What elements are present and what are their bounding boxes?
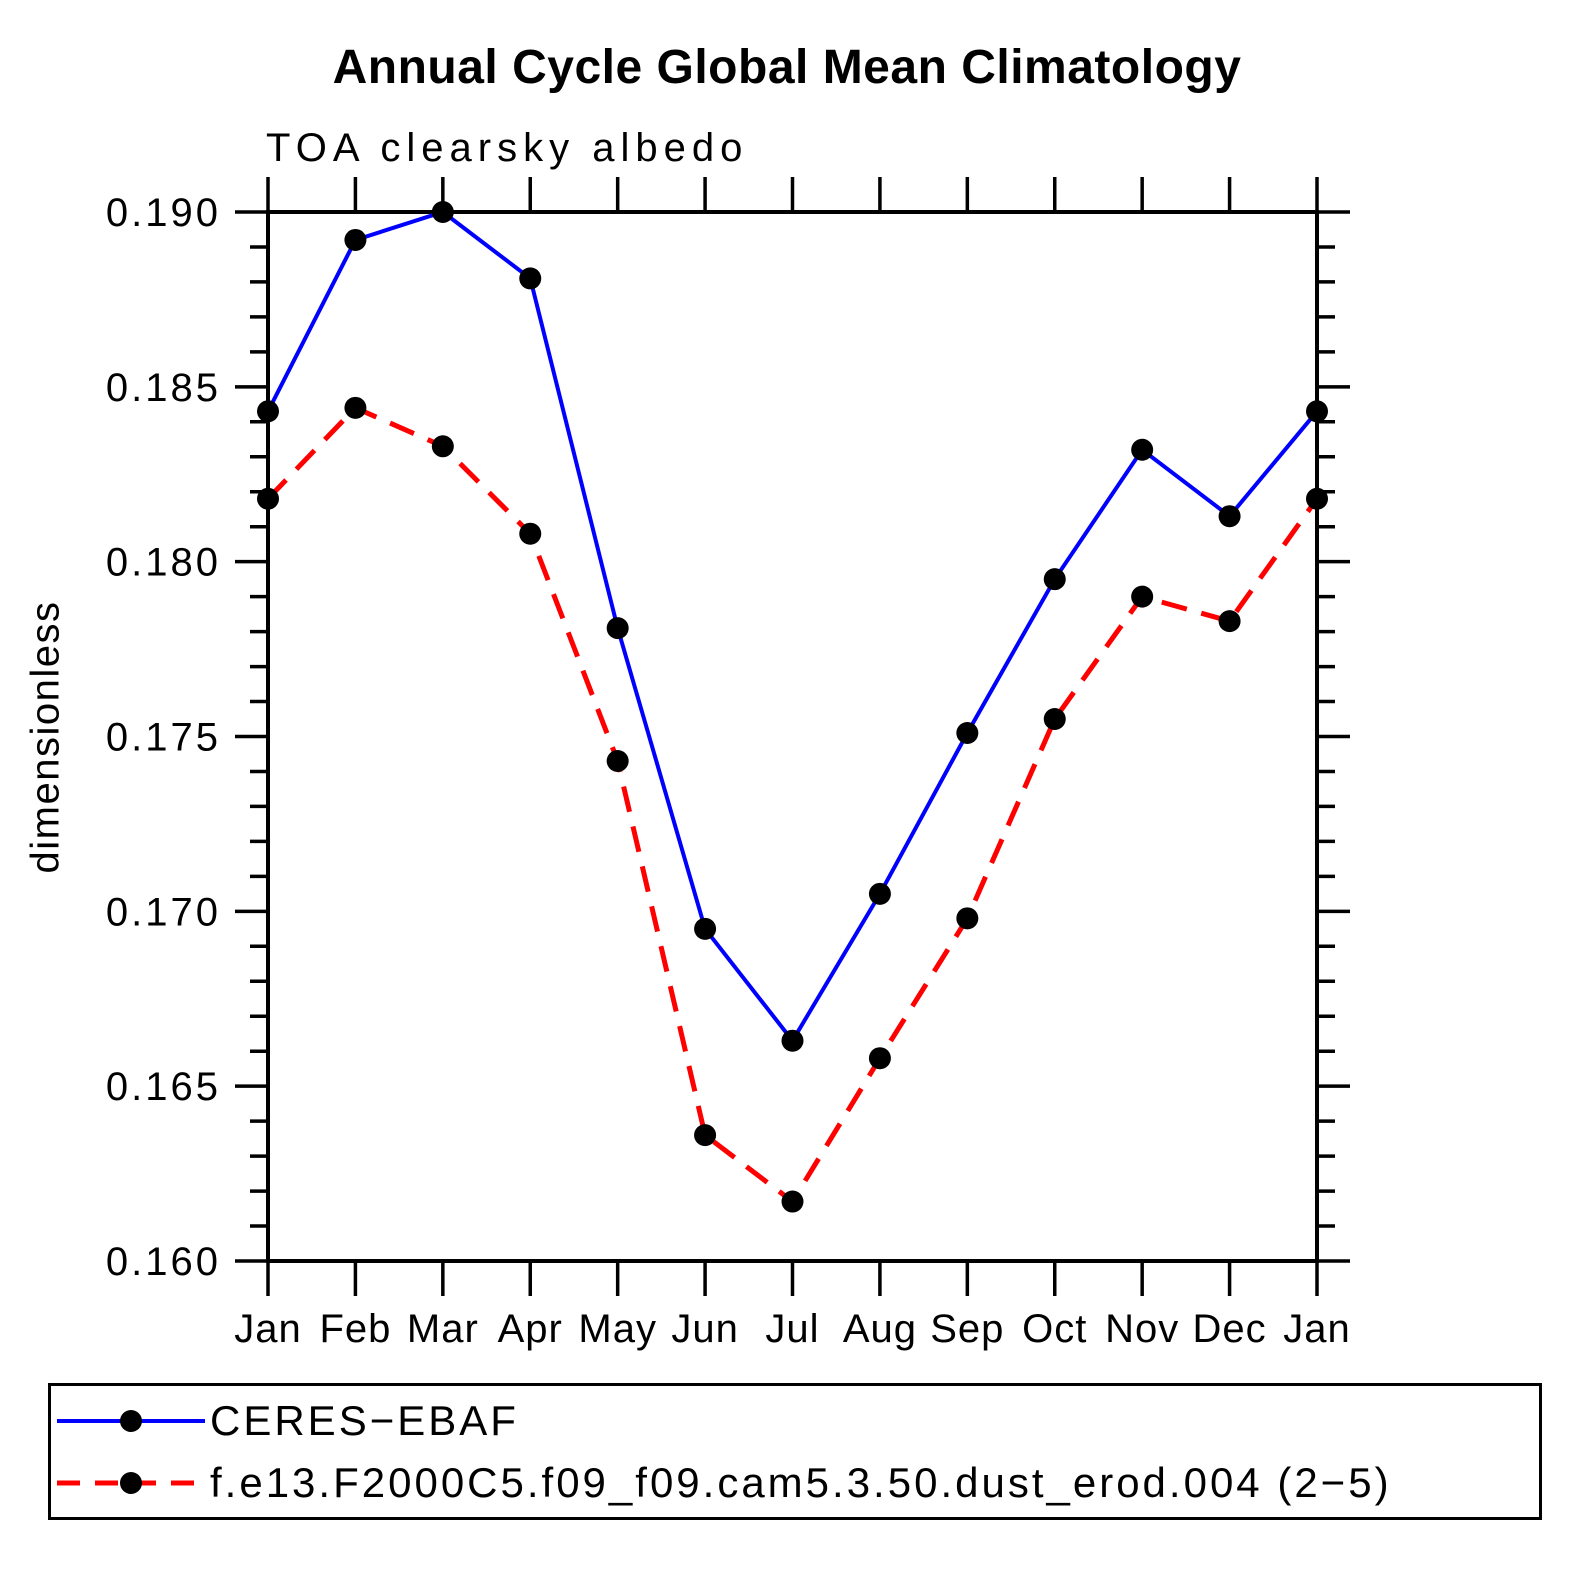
data-point-marker bbox=[1306, 400, 1328, 423]
x-axis-tick-label: Oct bbox=[1022, 1307, 1087, 1351]
legend-item-model: f.e13.F2000C5.f09_f09.cam5.3.50.dust_ero… bbox=[51, 1452, 1539, 1514]
data-point-marker bbox=[519, 522, 542, 545]
data-point-marker bbox=[1218, 610, 1241, 633]
y-axis-tick-label: 0.190 bbox=[106, 191, 221, 235]
x-axis-tick-label: Jul bbox=[765, 1307, 819, 1351]
series-line-1 bbox=[266, 404, 1320, 1206]
x-axis-tick-label: May bbox=[578, 1307, 657, 1351]
y-axis-tick-label: 0.185 bbox=[106, 366, 221, 410]
data-point-marker bbox=[1131, 585, 1154, 608]
legend-sample-dashed-line bbox=[57, 1471, 205, 1494]
x-axis-tick-label: Jun bbox=[671, 1307, 739, 1351]
legend-item-observation: CERES−EBAF bbox=[51, 1390, 1539, 1452]
data-point-marker bbox=[1043, 568, 1066, 591]
x-axis-tick-label: Nov bbox=[1105, 1307, 1179, 1351]
chart-title: Annual Cycle Global Mean Climatology bbox=[332, 41, 1242, 94]
legend-marker-icon bbox=[120, 1409, 142, 1432]
data-point-marker bbox=[868, 1047, 891, 1070]
legend: CERES−EBAF f.e13.F2000C5.f09_f09.cam5.3.… bbox=[48, 1383, 1542, 1520]
x-axis-tick-label: Jan bbox=[1283, 1307, 1351, 1351]
data-point-marker bbox=[606, 617, 629, 640]
legend-marker-icon bbox=[120, 1471, 142, 1494]
data-point-marker bbox=[344, 228, 367, 251]
x-axis-tick-label: Feb bbox=[319, 1307, 391, 1351]
data-point-marker bbox=[694, 1124, 717, 1147]
data-point-marker bbox=[344, 396, 367, 419]
data-point-marker bbox=[519, 267, 542, 290]
data-point-marker bbox=[781, 1029, 804, 1052]
data-point-marker bbox=[606, 749, 629, 772]
data-point-marker bbox=[257, 487, 279, 510]
x-axis-tick-label: Aug bbox=[843, 1307, 917, 1351]
data-point-marker bbox=[431, 435, 454, 458]
series-line-0 bbox=[266, 209, 1319, 1045]
data-point-marker bbox=[956, 907, 979, 930]
plot-frame bbox=[266, 210, 1319, 1263]
x-axis-tick-label: Apr bbox=[498, 1307, 563, 1351]
legend-sample-solid-line bbox=[57, 1409, 205, 1432]
y-axis-tick-label: 0.165 bbox=[106, 1065, 221, 1109]
x-axis-tick-label: Jan bbox=[234, 1307, 302, 1351]
legend-label-model: f.e13.F2000C5.f09_f09.cam5.3.50.dust_ero… bbox=[210, 1458, 1392, 1506]
y-axis-tick-label: 0.160 bbox=[106, 1240, 221, 1284]
legend-label-observation: CERES−EBAF bbox=[210, 1396, 519, 1444]
data-point-marker bbox=[781, 1190, 804, 1213]
data-point-marker bbox=[431, 201, 454, 223]
data-point-marker bbox=[1306, 487, 1328, 510]
y-axis-tick-label: 0.175 bbox=[106, 716, 221, 760]
x-axis-tick-label: Dec bbox=[1193, 1307, 1267, 1351]
x-axis-tick-label: Mar bbox=[407, 1307, 479, 1351]
x-axis-tick-label: Sep bbox=[930, 1307, 1004, 1351]
data-point-marker bbox=[257, 400, 279, 423]
data-point-marker bbox=[1043, 708, 1066, 731]
data-point-marker bbox=[1131, 438, 1154, 461]
y-axis-tick-label: 0.180 bbox=[106, 541, 221, 585]
data-point-marker bbox=[694, 917, 717, 940]
y-axis-tick-label: 0.170 bbox=[106, 890, 221, 934]
chart-subtitle: TOA clearsky albedo bbox=[266, 126, 749, 170]
data-point-marker bbox=[956, 722, 979, 745]
data-point-marker bbox=[1218, 505, 1241, 528]
data-point-marker bbox=[868, 882, 891, 905]
